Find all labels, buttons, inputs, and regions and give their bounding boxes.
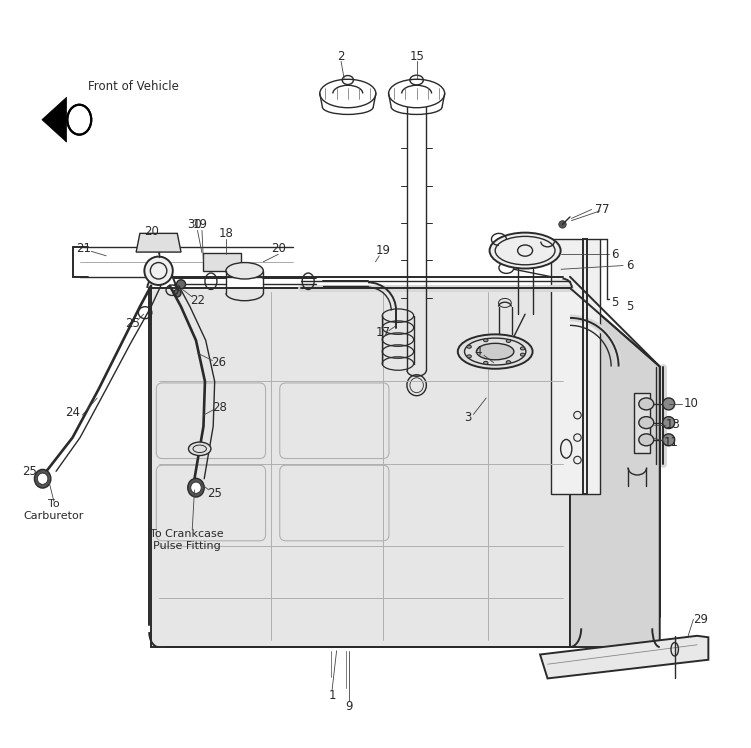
Text: 22: 22	[190, 294, 205, 307]
Ellipse shape	[467, 346, 472, 349]
Ellipse shape	[226, 263, 264, 279]
Ellipse shape	[662, 417, 674, 429]
Polygon shape	[551, 239, 600, 494]
Text: 6: 6	[626, 259, 634, 272]
Ellipse shape	[490, 233, 561, 269]
Text: 10: 10	[683, 397, 698, 411]
Text: 18: 18	[219, 227, 234, 240]
Ellipse shape	[559, 221, 566, 228]
Text: 1: 1	[328, 689, 336, 702]
Text: 5: 5	[626, 300, 634, 313]
Polygon shape	[570, 288, 659, 647]
Ellipse shape	[662, 398, 674, 410]
Ellipse shape	[639, 417, 654, 429]
Ellipse shape	[188, 479, 204, 497]
Ellipse shape	[458, 334, 532, 369]
Text: 6: 6	[611, 248, 619, 261]
Text: 19: 19	[376, 244, 391, 257]
Text: 15: 15	[409, 49, 424, 63]
Ellipse shape	[38, 473, 48, 485]
Text: 11: 11	[663, 436, 678, 450]
Polygon shape	[42, 97, 67, 142]
Text: 30: 30	[187, 218, 202, 231]
Ellipse shape	[68, 105, 92, 135]
Ellipse shape	[520, 353, 525, 356]
Bar	[583, 239, 587, 494]
Ellipse shape	[75, 114, 84, 125]
Polygon shape	[136, 233, 181, 252]
Text: 4: 4	[474, 345, 481, 358]
Text: 26: 26	[211, 356, 226, 370]
Ellipse shape	[476, 343, 514, 360]
Bar	[634, 393, 650, 453]
Ellipse shape	[173, 289, 181, 297]
Text: 13: 13	[666, 418, 680, 432]
Text: Front of Vehicle: Front of Vehicle	[88, 79, 179, 93]
Ellipse shape	[639, 398, 654, 410]
Text: 29: 29	[693, 613, 708, 626]
Text: 25: 25	[125, 316, 140, 330]
Text: 7: 7	[602, 203, 610, 216]
Ellipse shape	[467, 355, 472, 358]
Text: 3: 3	[464, 411, 471, 424]
Text: To
Carburetor: To Carburetor	[24, 500, 84, 521]
Ellipse shape	[662, 434, 674, 446]
Text: 20: 20	[271, 242, 285, 255]
Text: 28: 28	[213, 401, 228, 414]
Ellipse shape	[189, 442, 211, 456]
Polygon shape	[151, 288, 570, 647]
Ellipse shape	[176, 280, 185, 289]
Ellipse shape	[35, 470, 51, 488]
Text: 9: 9	[345, 700, 353, 714]
Bar	[204, 253, 241, 271]
Text: 17: 17	[376, 326, 391, 340]
Text: 25: 25	[23, 465, 38, 478]
Text: 21: 21	[77, 242, 92, 255]
Ellipse shape	[484, 361, 488, 364]
Ellipse shape	[484, 339, 488, 342]
Text: 24: 24	[65, 406, 80, 420]
Ellipse shape	[506, 340, 511, 343]
Text: 20: 20	[143, 225, 158, 239]
Polygon shape	[540, 636, 708, 678]
Text: 19: 19	[192, 218, 207, 231]
Ellipse shape	[639, 434, 654, 446]
Text: 7: 7	[595, 203, 602, 216]
Ellipse shape	[520, 347, 525, 350]
Text: To Crankcase
Pulse Fitting: To Crankcase Pulse Fitting	[150, 530, 224, 551]
Ellipse shape	[506, 361, 511, 364]
Text: 25: 25	[207, 487, 222, 500]
Text: 5: 5	[611, 296, 619, 310]
Ellipse shape	[191, 482, 201, 494]
Ellipse shape	[144, 257, 173, 285]
Text: 2: 2	[337, 49, 345, 63]
